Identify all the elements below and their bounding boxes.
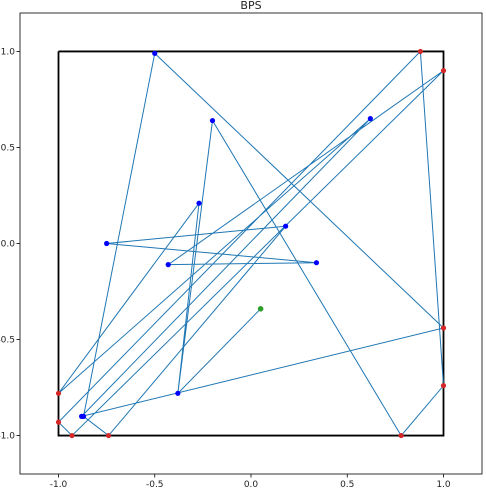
boundary-point [69,432,75,439]
interior-point [175,390,181,396]
y-tick-label: -0.5 [0,336,15,346]
boundary-point [105,432,112,439]
boundary-point [55,390,62,396]
x-tick-label: -1.0 [50,480,68,488]
boundary-point [440,325,447,331]
boundary-point [398,432,404,439]
interior-point [313,260,320,266]
x-tick-label: 1.0 [436,480,451,488]
series-path-line [57,50,445,437]
interior-point [165,262,171,268]
interior-point [196,200,202,206]
interior-point [283,223,289,229]
points-layer [55,48,447,439]
chart-title: BPS [240,0,261,12]
boundary-point [440,383,447,389]
y-tick-label: 1.0 [1,47,16,57]
axis-ticks: -1.0 -0.5 0.0 0.5 1.0 1.0 0.5 0.0 -0.5 -1.0 [0,47,451,490]
x-tick-label: 0.5 [340,480,354,488]
axes-box [19,12,483,475]
x-tick-label: 0.0 [244,480,259,488]
interior-point [152,50,158,56]
interior-point [104,240,110,247]
start-point [257,306,264,312]
path-layer [57,50,445,437]
interior-point [79,413,85,419]
y-tick-label: -1.0 [0,432,15,442]
y-tick-label: 0.0 [1,240,16,250]
boundary-square-line [57,50,445,437]
boundary-point [417,48,423,55]
interior-point [367,116,373,122]
boundary-point [440,68,447,74]
axes-frame [19,12,483,475]
boundary-square [57,50,445,437]
interior-point [209,117,216,124]
boundary-point [55,419,62,425]
x-tick-label: -0.5 [146,480,164,488]
y-tick-label: 0.5 [1,143,15,153]
